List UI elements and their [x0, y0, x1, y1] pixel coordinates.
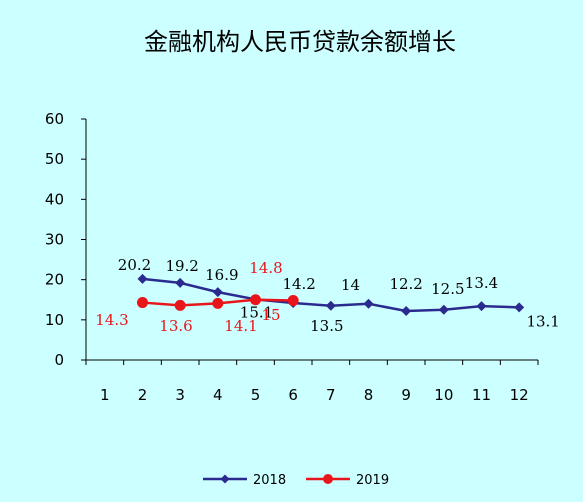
data-point-2018 — [137, 273, 148, 284]
chart-title: 金融机构人民币贷款余额增长 — [144, 28, 456, 56]
x-tick-label: 6 — [288, 386, 298, 404]
y-axis-ticks: 0 10 20 30 40 50 60 — [45, 110, 86, 369]
x-tick-label: 9 — [401, 386, 411, 404]
data-label-2019: 14.1 — [224, 317, 257, 335]
data-label-2019: 14.8 — [249, 259, 282, 277]
x-tick-label: 8 — [364, 386, 374, 404]
x-tick-label: 3 — [175, 386, 185, 404]
data-point-2019 — [137, 297, 148, 309]
y-tick-label: 50 — [45, 150, 64, 168]
y-tick-label: 10 — [45, 311, 64, 329]
data-label-2018: 15.1 — [240, 303, 273, 321]
chart-legend: 2018 2019 — [203, 473, 389, 488]
data-labels: 20.2 19.2 16.9 15.1 14.2 13.5 14 12.2 12.5 13.4 13… — [95, 256, 560, 335]
data-label-2018: 19.2 — [165, 257, 198, 275]
y-tick-label: 30 — [45, 231, 64, 249]
x-tick-label: 2 — [138, 386, 148, 404]
x-tick-label: 12 — [510, 386, 529, 404]
y-tick-label: 20 — [45, 271, 64, 289]
data-label-2018: 12.5 — [431, 280, 464, 298]
data-label-2019: 15 — [261, 306, 280, 324]
data-label-2018: 12.2 — [389, 275, 422, 293]
data-point-2019 — [174, 299, 186, 311]
data-label-2018: 16.9 — [205, 266, 238, 284]
data-label-2019: 14.3 — [95, 311, 128, 329]
y-tick-label: 60 — [45, 110, 64, 128]
data-label-2018: 13.5 — [310, 317, 343, 335]
legend-marker-2019 — [323, 474, 333, 484]
data-point-2019 — [250, 294, 261, 306]
data-label-2018: 14 — [341, 276, 360, 294]
data-point-2018 — [325, 300, 336, 311]
x-tick-label: 4 — [213, 386, 223, 404]
data-label-2019: 13.6 — [159, 317, 192, 335]
data-point-2018 — [175, 277, 186, 288]
chart-series — [137, 273, 525, 316]
x-tick-label: 10 — [434, 386, 453, 404]
y-tick-label: 0 — [54, 351, 64, 369]
data-label-2018: 14.2 — [282, 275, 315, 293]
data-point-2018 — [438, 304, 449, 315]
data-point-2019 — [212, 297, 224, 309]
data-label-2018: 20.2 — [118, 256, 151, 274]
data-label-2018: 13.1 — [526, 312, 559, 330]
x-tick-label: 5 — [251, 386, 261, 404]
legend-label-2019: 2019 — [356, 473, 389, 488]
x-tick-label: 7 — [326, 386, 336, 404]
y-tick-label: 40 — [45, 190, 64, 208]
data-point-2019 — [287, 295, 299, 307]
x-axis-ticks: 1 2 3 4 5 6 7 8 9 10 11 12 — [85, 360, 539, 404]
data-point-2018 — [514, 302, 525, 313]
legend-marker-2018 — [220, 474, 230, 484]
x-tick-label: 11 — [472, 386, 491, 404]
data-label-2018: 13.4 — [465, 274, 498, 292]
data-point-2018 — [401, 305, 412, 316]
data-point-2018 — [212, 287, 223, 298]
data-point-2018 — [476, 301, 487, 312]
data-point-2018 — [363, 298, 374, 309]
x-tick-label: 1 — [100, 386, 110, 404]
legend-label-2018: 2018 — [253, 473, 286, 488]
